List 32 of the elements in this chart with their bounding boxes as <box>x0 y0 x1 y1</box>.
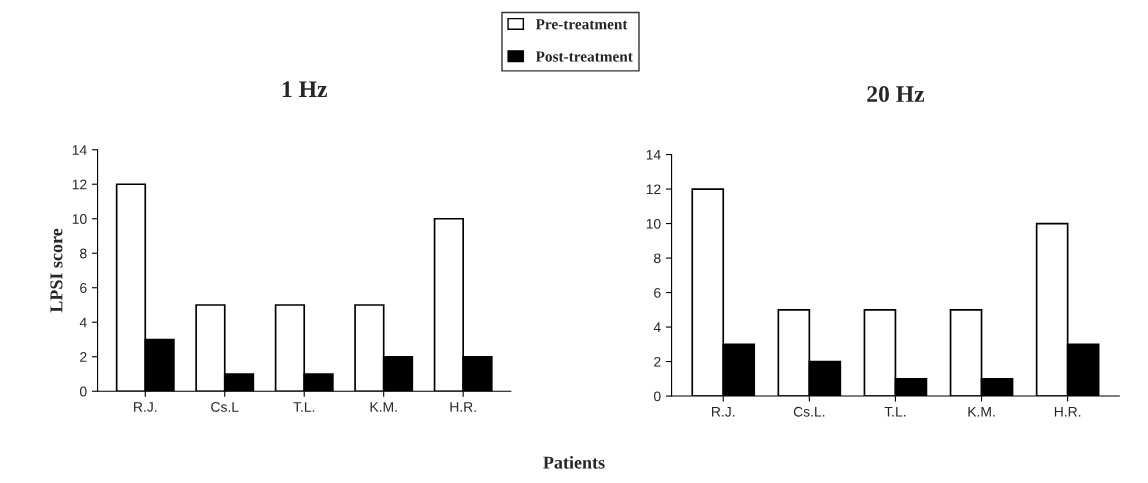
y-tick-label: 6 <box>654 287 661 298</box>
chart-title: 1 Hz <box>282 81 327 97</box>
y-tick-label: 10 <box>72 214 87 224</box>
x-tick-label: Cs.L. <box>793 406 825 417</box>
x-tick-label: K.M. <box>968 406 995 417</box>
y-axis-title: LPSI score <box>50 228 63 313</box>
x-tick-label: T.L. <box>293 402 315 412</box>
y-tick-label: 4 <box>79 317 87 328</box>
chart-title: 20 Hz <box>867 86 925 103</box>
y-tick-label: 12 <box>646 184 661 195</box>
y-tick-label: 8 <box>654 253 661 264</box>
y-tick-label: 8 <box>80 248 87 259</box>
x-tick-label: K.M. <box>370 402 397 412</box>
x-tick-label: T.L. <box>884 406 906 417</box>
y-tick-label: 6 <box>80 283 87 293</box>
y-tick-label: 14 <box>646 150 661 160</box>
legend-label: Pre-treatment <box>535 19 628 30</box>
legend-label: Post-treatment <box>535 51 633 62</box>
x-axis-title: Patients <box>543 455 605 469</box>
x-tick-label: R.J. <box>134 402 157 412</box>
x-tick-label: H.R. <box>450 402 476 412</box>
y-tick-label: 10 <box>646 218 661 229</box>
x-tick-label: R.J. <box>712 406 735 417</box>
y-tick-label: 2 <box>654 356 661 367</box>
y-tick-label: 14 <box>72 145 87 155</box>
x-tick-label: H.R. <box>1054 406 1081 417</box>
x-tick-label: Cs.L <box>211 402 239 412</box>
y-tick-label: 12 <box>72 179 87 190</box>
y-tick-label: 4 <box>653 322 661 333</box>
y-tick-label: 0 <box>79 386 87 397</box>
y-tick-label: 0 <box>653 391 661 402</box>
y-tick-label: 2 <box>80 352 87 362</box>
